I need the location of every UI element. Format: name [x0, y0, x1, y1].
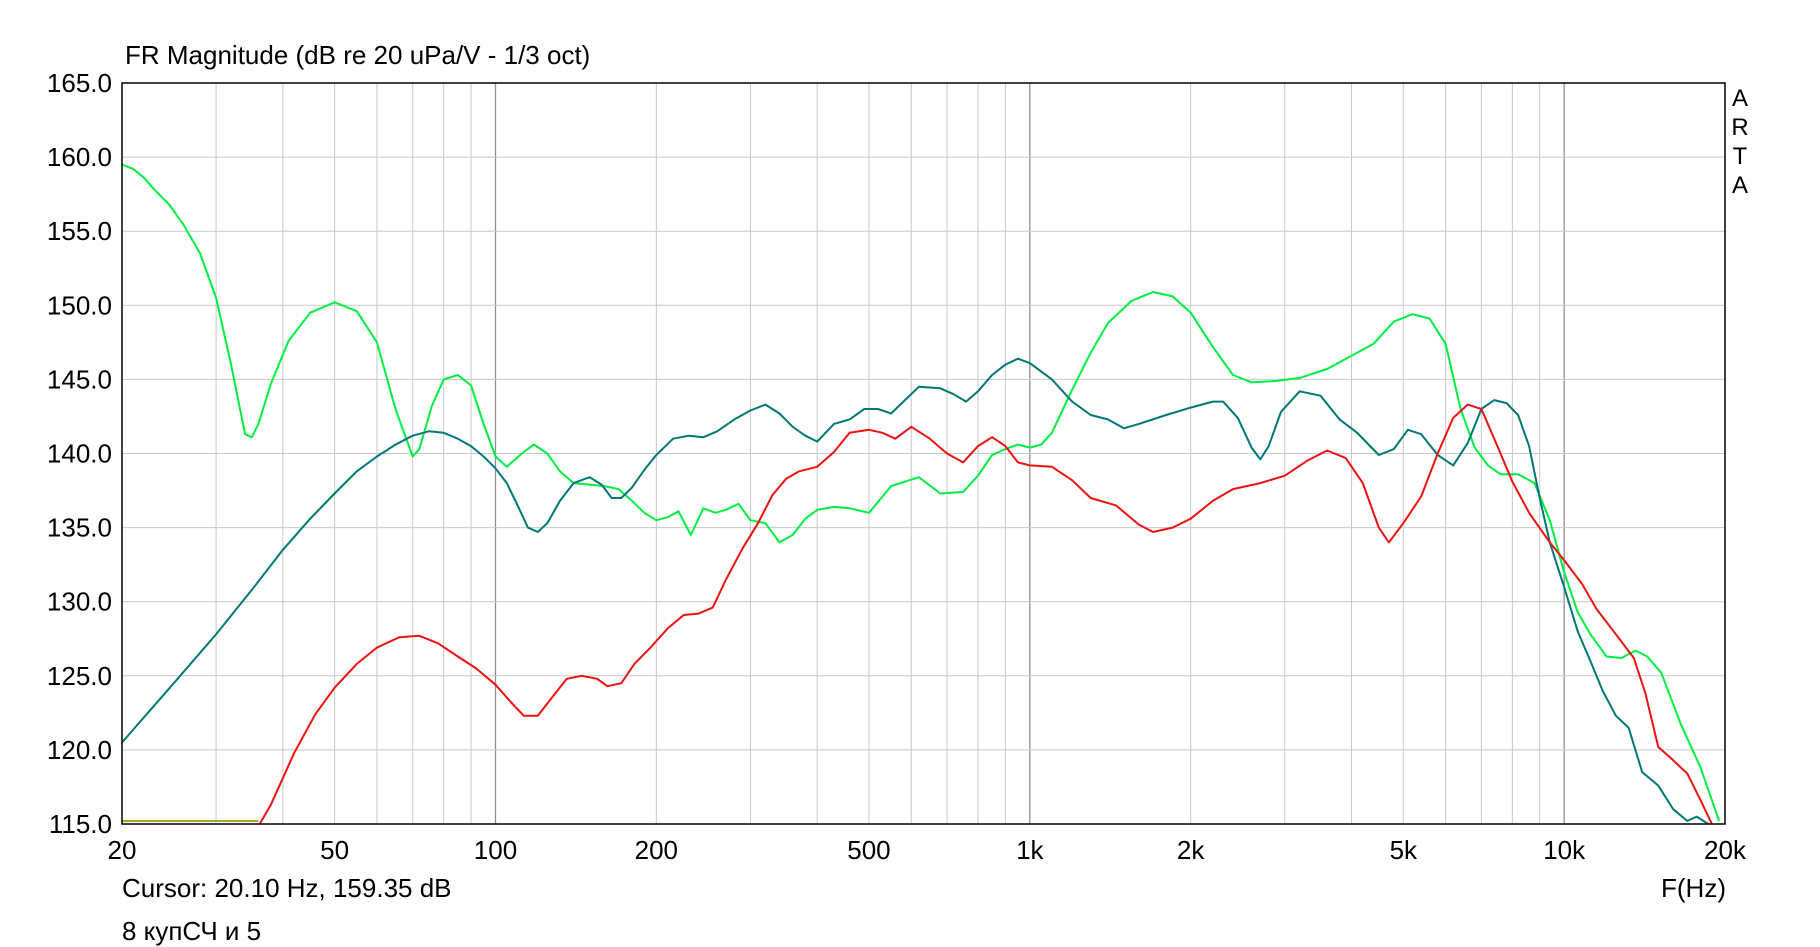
- y-tick-label: 140.0: [47, 439, 112, 469]
- x-tick-label: 100: [474, 835, 517, 865]
- series-line-2: [121, 357, 1709, 825]
- series-layer: [121, 163, 1721, 825]
- brand-letter: A: [1731, 85, 1748, 112]
- plot-frame: [121, 82, 1726, 825]
- y-tick-label: 150.0: [47, 290, 112, 320]
- grid: [122, 83, 1725, 824]
- y-tick-label: 125.0: [47, 661, 112, 691]
- measurement-description: 8 купСЧ и 5: [122, 916, 262, 946]
- x-tick-label: 1k: [1016, 835, 1044, 865]
- y-tick-label: 155.0: [47, 216, 112, 246]
- y-tick-label: 135.0: [47, 513, 112, 543]
- y-tick-label: 165.0: [47, 68, 112, 98]
- brand-letter: A: [1731, 172, 1748, 199]
- y-tick-label: 145.0: [47, 364, 112, 394]
- y-tick-label: 130.0: [47, 587, 112, 617]
- brand-letter: R: [1731, 114, 1749, 141]
- series-line-1: [121, 163, 1721, 822]
- x-tick-label: 20: [108, 835, 137, 865]
- x-axis-label: F(Hz): [1661, 873, 1726, 903]
- tick-labels: 115.0 120.0 125.0 130.0 135.0 140.0 145.0 150.0…: [47, 68, 1747, 865]
- brand-letter: T: [1732, 143, 1748, 170]
- x-tick-label: 5k: [1390, 835, 1418, 865]
- x-tick-label: 20k: [1704, 835, 1747, 865]
- arta-brand-mark: A R T A: [1728, 84, 1752, 200]
- x-tick-label: 10k: [1543, 835, 1586, 865]
- x-tick-label: 50: [320, 835, 349, 865]
- y-tick-label: 115.0: [49, 809, 112, 839]
- cursor-readout: Cursor: 20.10 Hz, 159.35 dB: [122, 873, 452, 903]
- chart-title: FR Magnitude (dB re 20 uPa/V - 1/3 oct): [125, 40, 591, 70]
- series-line-3: [258, 403, 1713, 825]
- x-tick-label: 2k: [1177, 835, 1205, 865]
- y-tick-label: 160.0: [47, 142, 112, 172]
- y-tick-label: 120.0: [47, 735, 112, 765]
- x-tick-label: 500: [847, 835, 890, 865]
- x-tick-label: 200: [635, 835, 678, 865]
